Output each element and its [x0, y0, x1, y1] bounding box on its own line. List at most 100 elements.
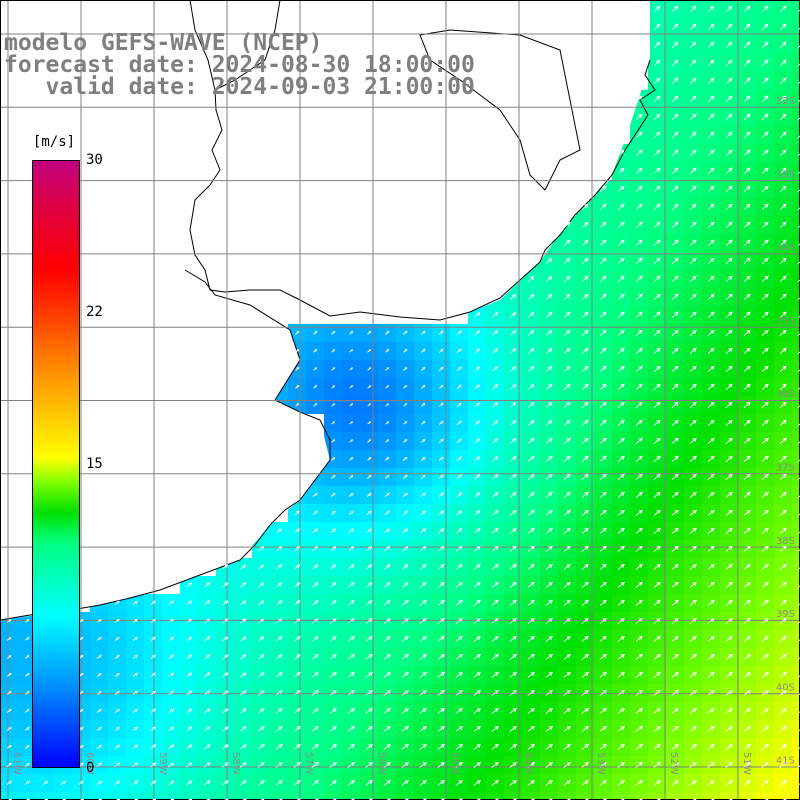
wind-arrow [510, 456, 517, 462]
wind-arrow [797, 405, 800, 408]
wind-arrow [545, 293, 553, 300]
wind-arrow [779, 581, 787, 588]
wind-arrow [779, 221, 787, 229]
wind-arrow [707, 581, 715, 588]
wind-speed-cell [252, 792, 270, 800]
wind-arrow [527, 491, 535, 498]
wind-arrow [24, 780, 30, 786]
wind-arrow [473, 726, 481, 732]
wind-arrow [545, 690, 553, 696]
wind-arrow [761, 726, 769, 732]
wind-speed-cell [144, 792, 162, 800]
wind-arrow [347, 762, 355, 768]
wind-arrow [635, 635, 643, 642]
wind-arrow [797, 315, 800, 319]
wind-arrow [385, 456, 390, 461]
wind-arrow [114, 636, 120, 641]
wind-arrow [707, 383, 715, 390]
wind-arrow [671, 455, 679, 462]
wind-arrow [707, 203, 715, 211]
wind-speed-cell [792, 558, 800, 576]
coastline-uruguay [189, 0, 656, 321]
wind-arrow [275, 708, 283, 714]
wind-arrow [185, 780, 193, 786]
wind-speed-cell [792, 342, 800, 360]
wind-arrow [725, 708, 733, 714]
wind-arrow [347, 780, 355, 786]
wind-arrow [797, 135, 800, 139]
wind-arrow [743, 5, 751, 13]
wind-arrow [240, 618, 247, 624]
wind-arrow [545, 437, 553, 444]
wind-arrow [456, 402, 462, 408]
wind-arrow [707, 275, 715, 283]
wind-arrow [311, 690, 319, 696]
wind-arrow [725, 5, 733, 13]
wind-speed-cell [792, 378, 800, 396]
wind-arrow [635, 275, 643, 283]
wind-arrow [331, 330, 336, 335]
wind-arrow [779, 401, 787, 408]
wind-arrow [456, 384, 462, 390]
wind-arrow [761, 23, 769, 31]
wind-arrow [437, 690, 445, 696]
lon-label: 58W [230, 752, 241, 775]
wind-arrow [671, 419, 679, 426]
wind-arrow [761, 780, 769, 786]
wind-arrow [797, 657, 800, 660]
wind-arrow [617, 419, 625, 426]
wind-arrow [689, 545, 697, 552]
wind-arrow [725, 780, 733, 786]
wind-arrow [473, 744, 481, 750]
wind-arrow [545, 708, 553, 714]
wind-arrow [440, 798, 445, 800]
wind-arrow [725, 581, 733, 588]
wind-arrow [114, 690, 120, 695]
wind-arrow [275, 744, 283, 750]
wind-arrow [401, 708, 409, 714]
wind-arrow [257, 708, 265, 714]
wind-arrow [689, 347, 697, 354]
wind-arrow [509, 527, 517, 534]
wind-arrow [617, 383, 625, 390]
wind-arrow [150, 744, 157, 750]
wind-arrow [275, 690, 283, 696]
wind-arrow [707, 185, 715, 193]
wind-arrow [367, 456, 372, 461]
wind-arrow [797, 747, 800, 750]
wind-arrow [492, 312, 499, 318]
wind-arrow [707, 419, 715, 426]
wind-arrow [455, 744, 463, 750]
wind-arrow [545, 347, 553, 354]
wind-arrow [275, 726, 283, 732]
wind-arrow [743, 653, 751, 660]
wind-arrow [707, 509, 715, 516]
wind-arrow [635, 509, 643, 516]
wind-arrow [689, 455, 697, 462]
wind-arrow [761, 653, 769, 660]
wind-arrow [581, 726, 589, 732]
wind-arrow [528, 311, 535, 318]
wind-arrow [402, 528, 409, 534]
wind-arrow [492, 402, 499, 408]
lon-label: 52W [668, 752, 679, 775]
wind-arrow [295, 348, 300, 353]
wind-arrow [150, 708, 157, 714]
wind-arrow [779, 95, 787, 103]
wind-arrow [222, 564, 229, 570]
wind-arrow [635, 726, 643, 732]
wind-arrow [599, 527, 607, 534]
wind-arrow [437, 762, 445, 768]
wind-speed-cell [504, 792, 522, 800]
wind-speed-cell [792, 648, 800, 666]
wind-arrow [563, 221, 571, 228]
wind-arrow [599, 311, 607, 319]
wind-arrow [653, 491, 661, 498]
wind-arrow [438, 384, 444, 389]
wind-arrow [779, 185, 787, 193]
wind-arrow [761, 509, 769, 516]
wind-arrow [671, 77, 679, 85]
wind-arrow [635, 762, 643, 768]
wind-arrow [563, 365, 571, 372]
wind-arrow [563, 437, 571, 444]
